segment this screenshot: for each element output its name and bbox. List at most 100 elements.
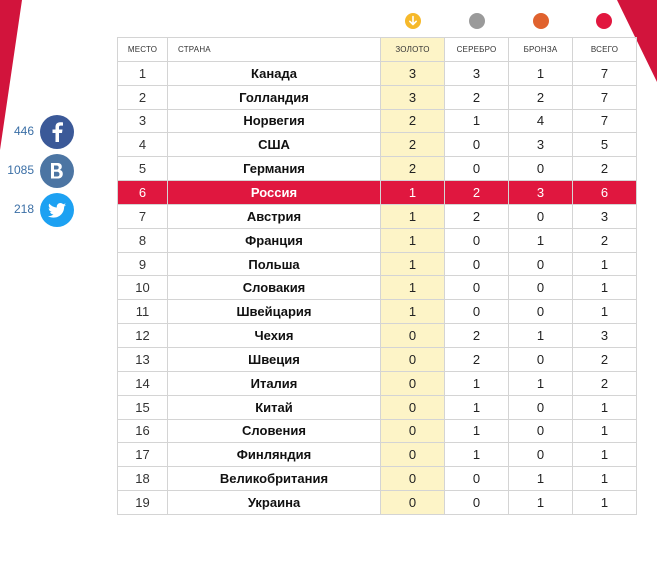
gold-medal-icon: [405, 13, 421, 29]
cell-gold: 3: [380, 60, 445, 86]
cell-silver: 2: [444, 84, 509, 110]
cell-bronze: 0: [508, 442, 573, 468]
cell-place: 7: [117, 203, 168, 229]
cell-silver: 0: [444, 275, 509, 301]
cell-bronze: 1: [508, 227, 573, 253]
vk-icon[interactable]: [40, 154, 74, 188]
cell-silver: 0: [444, 227, 509, 253]
cell-total: 2: [572, 156, 637, 182]
table-row: 10 Словакия 1 0 0 1: [117, 275, 637, 301]
header-place[interactable]: МЕСТО: [117, 37, 168, 62]
bronze-medal-icon: [533, 13, 549, 29]
cell-gold: 1: [380, 180, 445, 205]
cell-total: 2: [572, 346, 637, 372]
cell-bronze: 0: [508, 299, 573, 325]
table-row: 8 Франция 1 0 1 2: [117, 227, 637, 253]
cell-country: Франция: [167, 227, 381, 253]
cell-country: Словения: [167, 418, 381, 444]
table-row: 14 Италия 0 1 1 2: [117, 370, 637, 396]
cell-place: 2: [117, 84, 168, 110]
cell-country: Германия: [167, 156, 381, 182]
cell-country: Италия: [167, 370, 381, 396]
twitter-share-count: 218: [13, 202, 34, 216]
cell-country: Норвегия: [167, 108, 381, 134]
silver-medal-icon: [469, 13, 485, 29]
cell-silver: 2: [444, 180, 509, 205]
cell-silver: 3: [444, 60, 509, 86]
twitter-share-button[interactable]: 218: [0, 193, 74, 227]
cell-gold: 0: [380, 442, 445, 468]
cell-total: 7: [572, 108, 637, 134]
cell-place: 16: [117, 418, 168, 444]
facebook-share-count: 446: [13, 124, 34, 138]
cell-bronze: 0: [508, 275, 573, 301]
cell-silver: 2: [444, 203, 509, 229]
cell-total: 1: [572, 251, 637, 277]
vk-share-count: 1085: [7, 163, 34, 177]
cell-bronze: 1: [508, 370, 573, 396]
cell-gold: 2: [380, 156, 445, 182]
header-total[interactable]: ВСЕГО: [572, 37, 637, 62]
facebook-icon[interactable]: [40, 115, 74, 149]
cell-silver: 1: [444, 370, 509, 396]
cell-total: 1: [572, 490, 637, 515]
table-row: 3 Норвегия 2 1 4 7: [117, 108, 637, 134]
cell-total: 1: [572, 299, 637, 325]
cell-bronze: 4: [508, 108, 573, 134]
cell-place: 11: [117, 299, 168, 325]
cell-total: 3: [572, 203, 637, 229]
cell-silver: 0: [444, 156, 509, 182]
table-row: 2 Голландия 3 2 2 7: [117, 84, 637, 110]
cell-total: 1: [572, 394, 637, 420]
cell-place: 10: [117, 275, 168, 301]
cell-total: 1: [572, 466, 637, 492]
table-row: 19 Украина 0 0 1 1: [117, 490, 637, 515]
cell-country: Великобритания: [167, 466, 381, 492]
cell-place: 18: [117, 466, 168, 492]
facebook-share-button[interactable]: 446: [0, 115, 74, 149]
cell-silver: 0: [444, 251, 509, 277]
twitter-icon[interactable]: [40, 193, 74, 227]
cell-bronze: 0: [508, 203, 573, 229]
table-row: 13 Швеция 0 2 0 2: [117, 346, 637, 372]
cell-bronze: 1: [508, 490, 573, 515]
cell-silver: 1: [444, 442, 509, 468]
cell-total: 1: [572, 275, 637, 301]
table-row: 5 Германия 2 0 0 2: [117, 156, 637, 182]
cell-silver: 2: [444, 346, 509, 372]
cell-place: 17: [117, 442, 168, 468]
cell-gold: 1: [380, 227, 445, 253]
table-row: 16 Словения 0 1 0 1: [117, 418, 637, 444]
cell-country: Польша: [167, 251, 381, 277]
cell-total: 2: [572, 227, 637, 253]
header-bronze[interactable]: БРОНЗА: [508, 37, 573, 62]
cell-gold: 0: [380, 346, 445, 372]
table-row: 17 Финляндия 0 1 0 1: [117, 442, 637, 468]
table-row: 9 Польша 1 0 0 1: [117, 251, 637, 277]
table-row: 12 Чехия 0 2 1 3: [117, 323, 637, 348]
cell-country: Австрия: [167, 203, 381, 229]
cell-silver: 2: [444, 323, 509, 348]
cell-country: Россия: [167, 180, 381, 205]
header-gold[interactable]: ЗОЛОТО: [380, 37, 445, 62]
cell-bronze: 3: [508, 132, 573, 158]
cell-silver: 1: [444, 394, 509, 420]
vk-share-button[interactable]: 1085: [0, 154, 74, 188]
cell-place: 12: [117, 323, 168, 348]
cell-place: 8: [117, 227, 168, 253]
medal-table-body: 1 Канада 3 3 1 7 2 Голландия 3 2 2 7 3 Норвегия 2 1 4 7 4 С…: [117, 60, 637, 515]
cell-total: 6: [572, 180, 637, 205]
cell-gold: 0: [380, 466, 445, 492]
cell-bronze: 0: [508, 156, 573, 182]
cell-gold: 0: [380, 418, 445, 444]
table-row: 18 Великобритания 0 0 1 1: [117, 466, 637, 492]
header-country[interactable]: СТРАНА: [167, 37, 381, 62]
cell-bronze: 2: [508, 84, 573, 110]
cell-gold: 1: [380, 275, 445, 301]
cell-silver: 0: [444, 132, 509, 158]
cell-place: 13: [117, 346, 168, 372]
cell-gold: 0: [380, 323, 445, 348]
header-silver[interactable]: СЕРЕБРО: [444, 37, 509, 62]
cell-silver: 0: [444, 490, 509, 515]
cell-gold: 0: [380, 370, 445, 396]
